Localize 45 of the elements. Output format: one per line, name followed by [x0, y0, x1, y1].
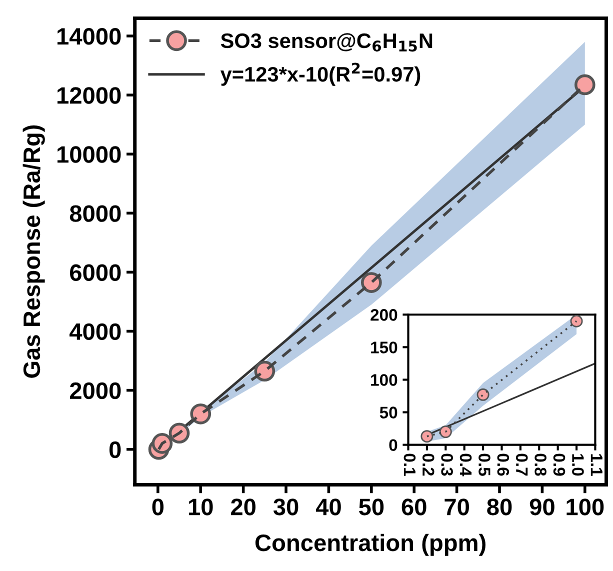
y-tick-label: 10000 — [58, 146, 121, 163]
legend-label: SO3 sensor@C$_{6}$H$_{15}$N — [220, 33, 432, 52]
x-tick-label: 0.6 — [497, 454, 510, 476]
point — [570, 314, 583, 328]
y-tick-label: 50 — [380, 406, 398, 418]
x-tick-label: 0.4 — [460, 454, 472, 476]
y-tick-label: 100 — [371, 374, 398, 386]
x-tick-label: 1.1 — [590, 454, 602, 476]
x-tick-label: 40 — [316, 498, 341, 516]
y-tick-label: 200 — [370, 309, 398, 321]
x-tick-label: 0.8 — [534, 454, 546, 476]
y-tick-label: 2000 — [70, 382, 121, 400]
x-tick-label: 0 — [152, 498, 164, 516]
x-tick-label: 30 — [273, 498, 298, 516]
point — [360, 272, 382, 293]
point — [476, 388, 490, 401]
y-tick-label: 12000 — [58, 87, 121, 104]
x-tick-label: 0.2 — [422, 454, 434, 476]
x-axis-title: Concentration (ppm) — [255, 534, 486, 556]
y-tick-label: 0 — [109, 441, 121, 458]
point — [439, 426, 452, 438]
legend-label: y=123*x-10(R$^{2}$=0.97) — [220, 62, 420, 86]
y-axis-title: Gas Response (Ra/Rg) — [22, 125, 45, 378]
y-tick-label: 6000 — [70, 264, 121, 281]
y-tick-label: 150 — [371, 342, 398, 354]
x-tick-label: 60 — [402, 498, 426, 516]
x-tick-label: 70 — [444, 498, 469, 516]
x-tick-label: 1.0 — [572, 454, 584, 476]
x-tick-label: 90 — [530, 498, 554, 516]
point — [420, 430, 434, 443]
point — [574, 74, 596, 96]
x-tick-label: 10 — [188, 498, 213, 516]
x-tick-label: 20 — [231, 498, 256, 516]
x-tick-label: 0.3 — [441, 454, 453, 476]
x-tick-label: 0.9 — [553, 454, 566, 476]
y-tick-label: 8000 — [70, 205, 121, 222]
x-tick-label: 50 — [359, 498, 384, 516]
y-tick-label: 4000 — [70, 323, 121, 340]
x-tick-label: 0.7 — [516, 454, 528, 476]
x-tick-label: 0.1 — [404, 454, 416, 476]
x-tick-label: 0.5 — [478, 454, 490, 476]
x-tick-label: 80 — [487, 498, 512, 516]
y-tick-label: 14000 — [58, 28, 121, 45]
x-tick-label: 100 — [566, 498, 604, 516]
y-tick-label: 0 — [389, 439, 398, 452]
